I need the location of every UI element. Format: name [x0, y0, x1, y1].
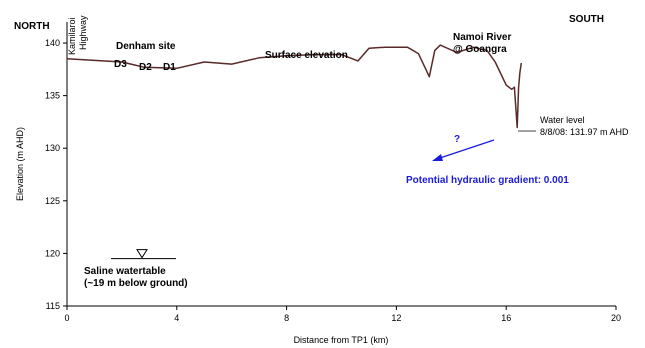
hydraulic-gradient-label: Potential hydraulic gradient: 0.001 — [406, 175, 569, 186]
y-tick-label: 115 — [46, 301, 60, 311]
south-label: SOUTH — [569, 14, 604, 25]
highway-label-line2: Highway — [78, 15, 88, 50]
y-tick-label: 135 — [45, 91, 60, 101]
gradient-question-mark: ? — [454, 134, 460, 145]
x-tick-label: 4 — [174, 313, 179, 323]
x-axis-title: Distance from TP1 (km) — [294, 335, 389, 345]
river-label-line1: Namoi River — [453, 32, 511, 43]
watertable-marker — [111, 249, 176, 260]
x-axis-ticks: 0 4 8 12 16 20 — [64, 306, 621, 323]
plot-frame — [66, 22, 616, 307]
y-axis-ticks: 115 120 125 130 135 140 — [45, 38, 67, 311]
watertable-symbol — [136, 249, 148, 259]
x-tick-label: 16 — [501, 313, 511, 323]
y-tick-label: 120 — [45, 248, 60, 258]
surface-elevation-line — [66, 44, 523, 129]
y-tick-label: 140 — [45, 38, 60, 48]
bore-label-d2: D2 — [139, 62, 152, 73]
water-level-label-line1: Water level — [540, 115, 585, 125]
y-tick-label: 125 — [45, 196, 60, 206]
x-tick-label: 12 — [391, 313, 401, 323]
bore-label-d3: D3 — [114, 59, 127, 70]
y-tick-label: 130 — [45, 143, 60, 153]
watertable-label-line1: Saline watertable — [84, 266, 166, 277]
x-tick-label: 0 — [64, 313, 69, 323]
north-label: NORTH — [14, 21, 50, 32]
bore-label-d1: D1 — [163, 62, 176, 73]
x-tick-label: 20 — [611, 313, 621, 323]
x-tick-label: 8 — [284, 313, 289, 323]
surface-elevation-label: Surface elevation — [265, 50, 348, 61]
highway-label-line1: Kamilaroi — [67, 17, 77, 55]
series-layer — [66, 44, 523, 129]
y-axis-title: Elevation (m AHD) — [15, 127, 25, 201]
denham-site-label: Denham site — [116, 41, 176, 52]
water-level-label-line2: 8/8/08: 131.97 m AHD — [540, 127, 629, 137]
river-label-line2: @ Goangra — [453, 44, 507, 55]
gradient-arrow — [432, 139, 495, 161]
watertable-label-line2: (~19 m below ground) — [84, 278, 188, 289]
